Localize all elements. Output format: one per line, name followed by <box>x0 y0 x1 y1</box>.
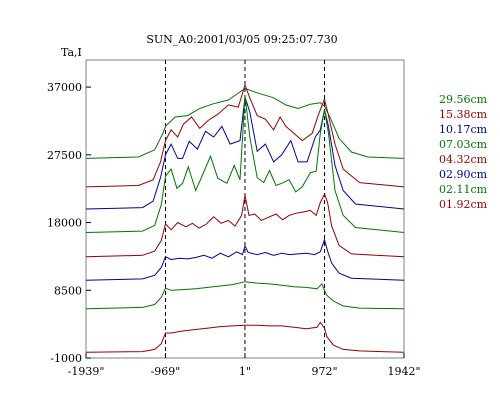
legend-item-0: 29.56cm <box>439 93 488 106</box>
series-line-1 <box>85 83 405 188</box>
series-line-6 <box>85 281 405 310</box>
x-ticks: -1939" -969" 1" 972" 1942" <box>68 353 421 378</box>
series-line-3 <box>85 95 405 233</box>
y-tick-label-0: 37000 <box>47 81 82 94</box>
series-line-4 <box>85 192 405 258</box>
series-group <box>85 83 405 353</box>
series-line-7 <box>85 321 405 353</box>
chart-title: SUN_A0:2001/03/05 09:25:07.730 <box>146 33 337 46</box>
legend-item-7: 01.92cm <box>439 198 488 211</box>
reference-lines <box>164 60 326 358</box>
legend-item-3: 07.03cm <box>439 138 488 151</box>
y-tick-label-2: 18000 <box>47 217 82 230</box>
x-tick-label-4: 1942" <box>387 365 420 378</box>
legend-item-1: 15.38cm <box>439 108 488 121</box>
legend: 29.56cm 15.38cm 10.17cm 07.03cm 04.32cm 02.90… <box>439 93 488 211</box>
y-tick-label-4: -1000 <box>50 352 82 365</box>
x-tick-label-0: -1939" <box>68 365 105 378</box>
legend-item-6: 02.11cm <box>439 183 488 196</box>
y-tick-label-3: 8500 <box>54 284 82 297</box>
x-tick-label-1: -969" <box>151 365 181 378</box>
y-ticks: 37000 27500 18000 8500 -1000 <box>47 81 91 365</box>
y-tick-label-1: 27500 <box>47 149 82 162</box>
series-line-0 <box>85 87 405 159</box>
y-axis-label: Ta,I <box>61 46 82 59</box>
legend-item-2: 10.17cm <box>439 123 488 136</box>
legend-item-5: 02.90cm <box>439 168 488 181</box>
x-tick-label-2: 1" <box>239 365 251 378</box>
x-tick-label-3: 972" <box>311 365 337 378</box>
legend-item-4: 04.32cm <box>439 153 488 166</box>
series-line-5 <box>85 238 405 281</box>
